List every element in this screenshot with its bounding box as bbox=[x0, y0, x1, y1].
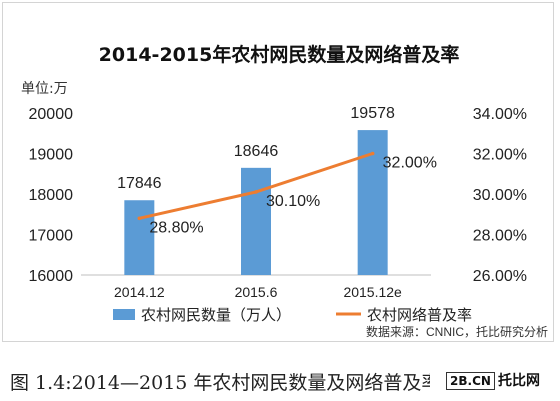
left-axis-tick-label: 18000 bbox=[29, 187, 74, 204]
legend-swatch-bar bbox=[113, 309, 135, 320]
watermark-box: 2B.CN bbox=[446, 372, 495, 390]
line-point bbox=[254, 190, 258, 194]
figure-caption: 图 1.4:2014—2015 年农村网民数量及网络普及率 bbox=[10, 372, 430, 394]
source-note: 数据来源：CNNIC，托比研究分析 bbox=[366, 324, 548, 339]
line-point bbox=[137, 216, 142, 221]
right-axis-tick-label: 34.00% bbox=[473, 106, 527, 123]
chart-frame: 2014-2015年农村网民数量及网络普及率单位:万 16000 17000 1800… bbox=[2, 2, 554, 342]
watermark-text: 托比网 bbox=[497, 373, 540, 389]
x-axis-tick-label: 2015.12e bbox=[343, 284, 402, 300]
x-axis-tick-label: 2014.12 bbox=[114, 284, 165, 300]
line-value-label: 32.00% bbox=[383, 155, 437, 172]
legend-label-bar: 农村网民数量（万人） bbox=[141, 307, 291, 324]
left-axis-tick-label: 17000 bbox=[29, 228, 74, 245]
right-axis-tick-label: 32.00% bbox=[473, 147, 527, 164]
chart-title: 2014-2015年农村网民数量及网络普及率 bbox=[99, 43, 460, 66]
bar-value-label: 17846 bbox=[117, 175, 162, 192]
right-axis-tick-label: 28.00% bbox=[473, 228, 527, 245]
bar-rural-netizens bbox=[241, 167, 271, 275]
bar-value-label: 18646 bbox=[234, 143, 279, 160]
right-axis-tick-label: 30.00% bbox=[473, 187, 527, 204]
line-point bbox=[370, 151, 375, 156]
legend-label-line: 农村网络普及率 bbox=[367, 307, 472, 324]
line-value-label: 28.80% bbox=[149, 219, 203, 236]
watermark: 2B.CN 托比网 bbox=[430, 370, 556, 392]
left-axis-tick-label: 20000 bbox=[29, 106, 74, 123]
x-axis-tick-label: 2015.6 bbox=[235, 284, 278, 300]
left-axis-unit-label: 单位:万 bbox=[21, 81, 68, 97]
right-axis-tick-label: 26.00% bbox=[473, 268, 527, 285]
line-value-label: 30.10% bbox=[266, 193, 320, 210]
bar-rural-netizens bbox=[124, 200, 155, 275]
left-axis-tick-label: 16000 bbox=[29, 268, 74, 285]
left-axis-tick-label: 19000 bbox=[29, 147, 74, 164]
bar-value-label: 19578 bbox=[350, 105, 395, 122]
